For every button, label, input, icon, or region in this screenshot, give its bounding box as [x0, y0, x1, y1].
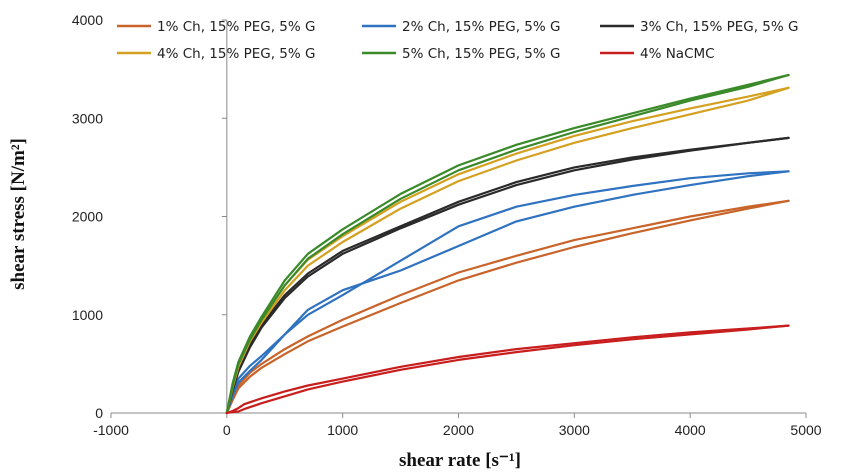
x-axis-title: shear rate [s⁻¹] [399, 450, 521, 471]
legend-item-5: 5% Ch, 15% PEG, 5% G [362, 46, 560, 62]
series-line-3-down [225, 136, 790, 415]
legend-item-6: 4% NaCMC [600, 46, 715, 62]
legend-item-3: 3% Ch, 15% PEG, 5% G [600, 19, 798, 35]
y-tick-label: 3000 [72, 110, 103, 126]
legend-label: 4% NaCMC [640, 46, 715, 62]
series-line-5-up [225, 73, 790, 415]
y-tick-label: 0 [95, 405, 103, 421]
legend-item-4: 4% Ch, 15% PEG, 5% G [117, 46, 315, 62]
y-tick-label: 4000 [72, 12, 103, 28]
series-line-1-down [225, 199, 790, 415]
series-2 [225, 170, 790, 415]
y-tick-label: 1000 [72, 307, 103, 323]
series-line-1-up [225, 199, 790, 415]
x-tick-label: 5000 [790, 422, 821, 438]
x-tick-label: 1000 [327, 422, 358, 438]
legend-item-1: 1% Ch, 15% PEG, 5% G [117, 19, 315, 35]
series-3 [225, 136, 790, 415]
legend-label: 4% Ch, 15% PEG, 5% G [157, 46, 315, 62]
y-tick-label: 2000 [72, 209, 103, 225]
series-6 [225, 324, 790, 415]
series-line-5-down [225, 73, 790, 415]
legend-label: 1% Ch, 15% PEG, 5% G [157, 19, 315, 35]
legend-label: 2% Ch, 15% PEG, 5% G [402, 19, 560, 35]
series-line-6-up [225, 324, 790, 415]
series-line-6-down [225, 324, 790, 415]
series-1 [225, 199, 790, 415]
legend: 1% Ch, 15% PEG, 5% G 2% Ch, 15% PEG, 5% G… [117, 19, 798, 62]
legend-label: 3% Ch, 15% PEG, 5% G [640, 19, 798, 35]
y-axis-title: shear stress [N/m²] [8, 138, 29, 290]
x-tick-label: 0 [223, 422, 231, 438]
legend-item-2: 2% Ch, 15% PEG, 5% G [362, 19, 560, 35]
legend-label: 5% Ch, 15% PEG, 5% G [402, 46, 560, 62]
series-line-2-down [225, 170, 790, 415]
series-5 [225, 73, 790, 415]
x-tick-label: -1000 [93, 422, 129, 438]
x-tick-label: 3000 [559, 422, 590, 438]
series-line-2-up [225, 170, 790, 415]
series-layer [225, 73, 790, 415]
x-tick-label: 4000 [675, 422, 706, 438]
x-tick-label: 2000 [443, 422, 474, 438]
